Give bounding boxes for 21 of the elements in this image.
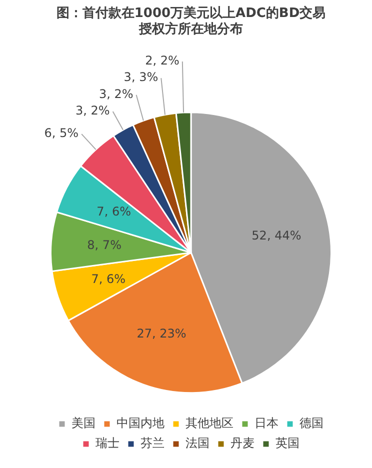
data-label: 8, 7% bbox=[87, 238, 122, 252]
data-label: 2, 2% bbox=[145, 54, 180, 68]
legend-label: 瑞士 bbox=[96, 436, 120, 450]
data-label: 6, 5% bbox=[44, 126, 79, 140]
data-label: 7, 6% bbox=[96, 204, 131, 219]
data-label: 3, 2% bbox=[98, 87, 134, 101]
data-label: 7, 6% bbox=[91, 272, 126, 286]
data-label: 27, 23% bbox=[136, 326, 186, 341]
data-label: 3, 2% bbox=[76, 104, 110, 118]
legend-label: 美国 bbox=[72, 416, 96, 430]
legend-label: 德国 bbox=[300, 416, 324, 430]
chart-title: 图：首付款在1000万美元以上ADC的BD交易授权方所在地分布 bbox=[56, 5, 326, 37]
legend-label: 芬兰 bbox=[140, 436, 164, 450]
data-label: 3, 3% bbox=[124, 70, 158, 84]
data-label: 52, 44% bbox=[252, 228, 302, 243]
legend-label: 日本 bbox=[254, 416, 278, 430]
legend-label: 丹麦 bbox=[230, 436, 254, 450]
legend-label: 其他地区 bbox=[186, 416, 234, 430]
legend-label: 法国 bbox=[186, 436, 210, 450]
legend-label: 中国内地 bbox=[116, 416, 164, 430]
legend-label: 英国 bbox=[276, 436, 300, 450]
